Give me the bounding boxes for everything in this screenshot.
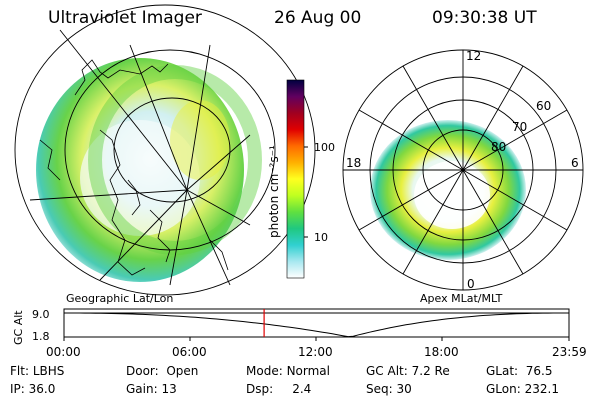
gain-value: 13 bbox=[161, 382, 177, 396]
glon-value: 232.1 bbox=[524, 382, 559, 396]
polar-panel bbox=[342, 49, 584, 291]
mlt-label-right: 6 bbox=[571, 156, 579, 170]
altitude-xtick-1200: 12:00 bbox=[298, 345, 333, 359]
info-glat: GLat: 76.5 bbox=[486, 364, 553, 378]
mode-value: Normal bbox=[286, 364, 330, 378]
info-seq: Seq: 30 bbox=[366, 382, 412, 396]
info-dsp: Dsp: 2.4 bbox=[246, 382, 312, 396]
altitude-xtick-0000: 00:00 bbox=[46, 345, 81, 359]
mlt-label-left: 18 bbox=[346, 156, 361, 170]
altitude-xtick-0600: 06:00 bbox=[172, 345, 207, 359]
altitude-ytick-top: 9.0 bbox=[32, 308, 50, 321]
dsp-value: 2.4 bbox=[292, 382, 312, 396]
altitude-xtick-1800: 18:00 bbox=[424, 345, 459, 359]
ip-value: 36.0 bbox=[28, 382, 56, 396]
colorbar-tick-10: 10 bbox=[314, 231, 328, 244]
info-mode: Mode: Normal bbox=[246, 364, 330, 378]
mlt-label-top: 12 bbox=[466, 49, 481, 63]
info-gain: Gain: 13 bbox=[126, 382, 177, 396]
filter-value: LBHS bbox=[32, 364, 65, 378]
altitude-curve bbox=[64, 312, 569, 338]
info-glon: GLon: 232.1 bbox=[486, 382, 559, 396]
geo-panel-label: Geographic Lat/Lon bbox=[66, 292, 173, 305]
polar-panel-label: Apex MLat/MLT bbox=[420, 292, 503, 305]
lat-label-60: 60 bbox=[536, 99, 551, 113]
mlt-label-bottom: 0 bbox=[467, 277, 475, 291]
door-value: Open bbox=[166, 364, 199, 378]
seq-value: 30 bbox=[396, 382, 412, 396]
geo-panel bbox=[14, 4, 316, 296]
altitude-plot bbox=[63, 308, 570, 341]
colorbar bbox=[286, 79, 308, 279]
altitude-xtick-2359: 23:59 bbox=[552, 345, 587, 359]
colorbar-unit-label: photon cm⁻²s⁻¹ bbox=[267, 145, 281, 238]
altitude-ylabel: GC Alt bbox=[12, 310, 25, 345]
lat-label-70: 70 bbox=[512, 120, 527, 134]
altitude-ytick-bottom: 1.8 bbox=[32, 330, 50, 343]
glat-value: 76.5 bbox=[525, 364, 553, 378]
gcalt-value: 7.2 Re bbox=[411, 364, 450, 378]
time-label: 09:30:38 UT bbox=[432, 8, 537, 28]
info-gcalt: GC Alt: 7.2 Re bbox=[366, 364, 450, 378]
lat-label-80: 80 bbox=[491, 140, 506, 154]
info-filter: Flt: LBHS bbox=[10, 364, 65, 378]
colorbar-tick-100: 100 bbox=[314, 141, 335, 154]
info-door: Door: Open bbox=[126, 364, 199, 378]
date-label: 26 Aug 00 bbox=[274, 8, 362, 28]
colorbar-rect bbox=[286, 79, 305, 279]
instrument-title: Ultraviolet Imager bbox=[48, 8, 202, 28]
info-ip: IP: 36.0 bbox=[10, 382, 56, 396]
